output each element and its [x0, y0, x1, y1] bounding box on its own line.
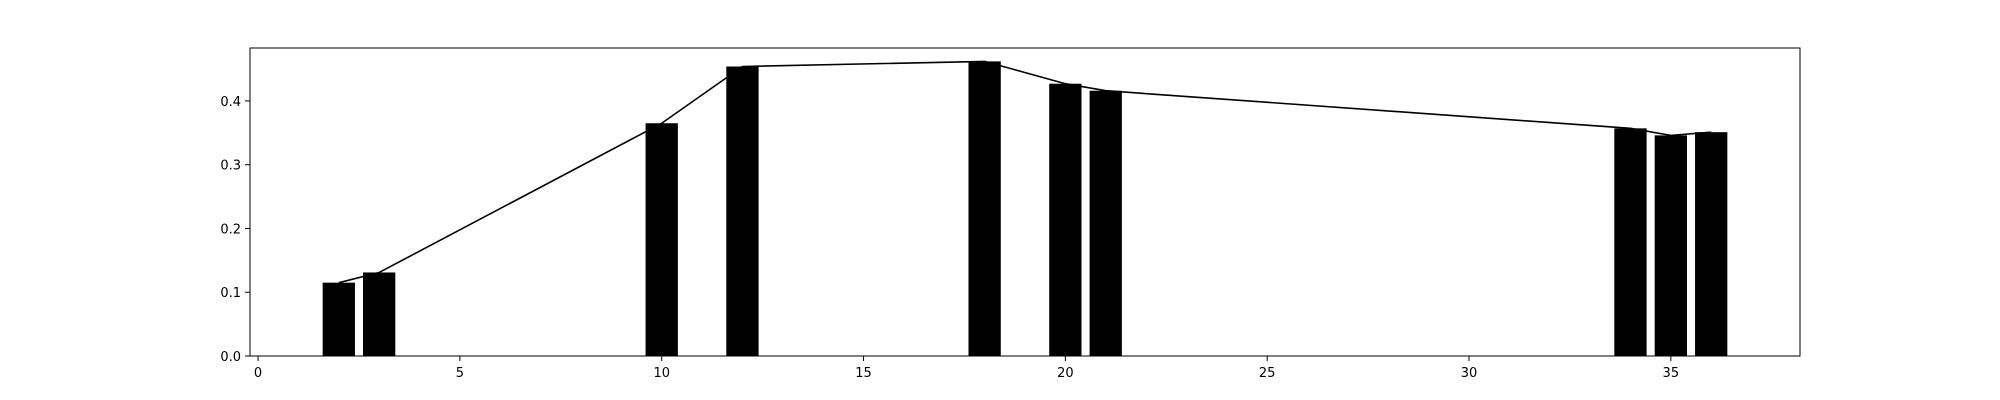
line-series: [338, 60, 1712, 284]
x-axis: 0 5 10 15 20 25 30 35: [254, 356, 1679, 381]
x-tick-label: 30: [1461, 366, 1478, 381]
x-tick-label: 15: [855, 366, 872, 381]
bar: [1695, 132, 1728, 356]
bar: [726, 66, 759, 357]
y-tick-label: 0.4: [220, 95, 241, 110]
series-line: [338, 60, 1712, 284]
bar-series: [322, 61, 1728, 357]
y-tick-label: 0.2: [220, 222, 241, 237]
bar: [968, 61, 1001, 357]
y-tick-label: 0.0: [220, 350, 241, 365]
bar: [1089, 90, 1122, 356]
bar: [1049, 83, 1082, 356]
x-tick-label: 0: [254, 366, 262, 381]
x-tick-label: 25: [1259, 366, 1276, 381]
y-tick-label: 0.1: [220, 286, 241, 301]
y-tick-label: 0.3: [220, 159, 241, 174]
y-axis: 0.0 0.1 0.2 0.3 0.4: [220, 95, 250, 365]
bar: [645, 123, 678, 357]
bar: [1614, 128, 1647, 356]
plot-frame: [249, 47, 1801, 357]
bar: [363, 272, 396, 356]
x-tick-label: 35: [1663, 366, 1680, 381]
x-tick-label: 5: [456, 366, 464, 381]
x-tick-label: 20: [1057, 366, 1074, 381]
x-tick-label: 10: [653, 366, 670, 381]
bar: [322, 282, 355, 356]
bar: [1654, 135, 1687, 356]
